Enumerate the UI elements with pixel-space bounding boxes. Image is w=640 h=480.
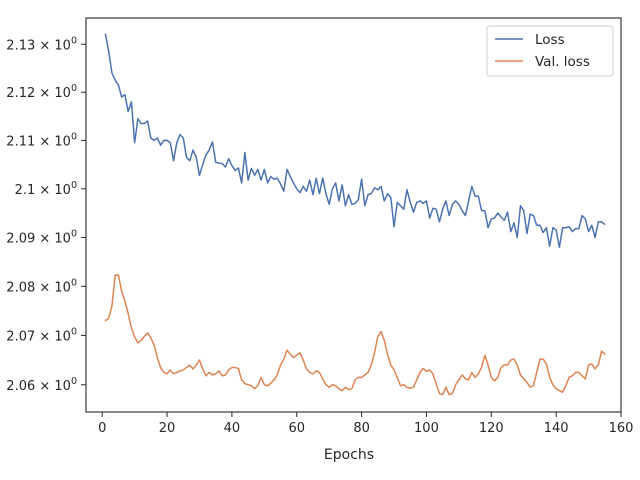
y-axis: 2.06 × 100 2.07 × 100 2.08 × 100 2.09 × 100… (6, 35, 86, 394)
x-tick-label: 40 (224, 421, 241, 436)
x-tick-label: 120 (479, 421, 504, 436)
plot-frame (85, 17, 622, 413)
y-tick-label: 2.1 × 100 (15, 180, 77, 198)
legend-label: Loss (535, 32, 565, 48)
x-tick-label: 160 (609, 421, 634, 436)
y-tick-label: 2.09 × 100 (6, 228, 77, 246)
y-tick-label: 2.12 × 100 (6, 83, 77, 101)
y-tick-label: 2.13 × 100 (6, 35, 77, 53)
series-line-2 (104, 274, 606, 396)
x-tick-label: 100 (414, 421, 439, 436)
x-tick-label: 60 (288, 421, 305, 436)
x-axis: 0 20 40 60 80 100 120 140 160 (98, 412, 633, 436)
y-tick-label: 2.08 × 100 (6, 277, 77, 295)
x-tick-label: 80 (353, 421, 370, 436)
x-tick-label: 20 (159, 421, 176, 436)
series-layer (104, 33, 606, 396)
x-tick-label: 0 (98, 421, 106, 436)
y-tick-label: 2.06 × 100 (6, 376, 77, 394)
legend-label: Val. loss (535, 54, 590, 70)
x-axis-label: Epochs (324, 447, 374, 463)
series-line-1 (104, 33, 606, 248)
y-tick-label: 2.11 × 100 (6, 131, 77, 149)
x-tick-label: 140 (544, 421, 569, 436)
y-tick-label: 2.07 × 100 (6, 326, 77, 344)
legend: Loss Val. loss (486, 25, 614, 77)
